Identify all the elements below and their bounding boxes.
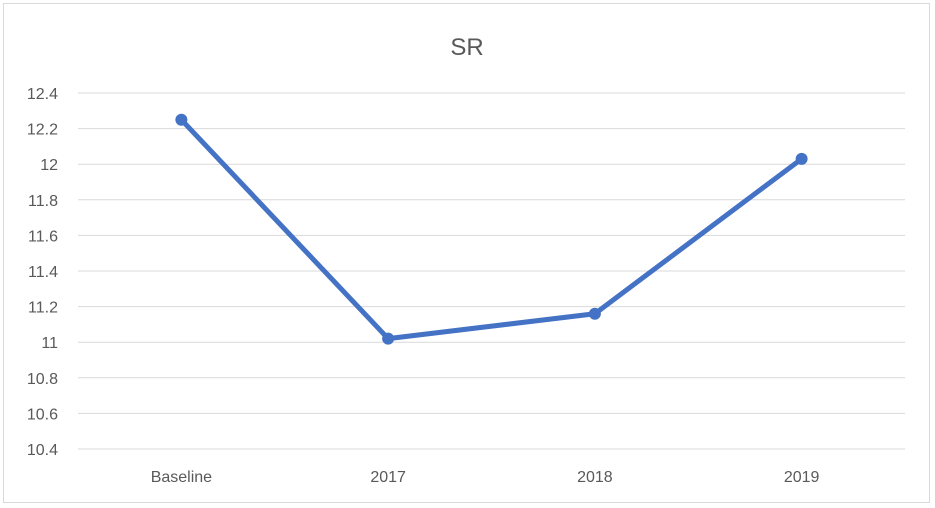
series-layer bbox=[175, 113, 808, 345]
data-point bbox=[382, 332, 395, 345]
y-tick-label: 12 bbox=[40, 157, 58, 174]
y-axis-ticks: 10.4 10.6 10.8 11 11.2 11.4 11.6 11.8 12 12.2 12.4 bbox=[27, 86, 58, 459]
x-tick-label: 2017 bbox=[370, 469, 406, 486]
data-point bbox=[175, 113, 188, 126]
gridlines bbox=[78, 92, 905, 450]
data-point bbox=[795, 152, 808, 165]
chart-frame bbox=[3, 3, 930, 503]
y-tick-label: 10.8 bbox=[27, 371, 58, 388]
y-tick-label: 11 bbox=[41, 335, 58, 352]
y-tick-label: 12.4 bbox=[27, 86, 58, 103]
y-tick-label: 11.8 bbox=[28, 193, 58, 210]
x-tick-label: 2018 bbox=[577, 469, 613, 486]
x-tick-label: 2019 bbox=[784, 469, 820, 486]
series-line bbox=[178, 117, 805, 342]
y-tick-label: 11.6 bbox=[28, 228, 58, 245]
y-tick-label: 10.6 bbox=[27, 406, 58, 423]
y-tick-label: 12.2 bbox=[27, 122, 58, 139]
y-tick-label: 11.2 bbox=[28, 300, 58, 317]
y-tick-label: 10.4 bbox=[27, 442, 58, 459]
y-tick-label: 11.4 bbox=[28, 264, 58, 281]
chart-title: SR bbox=[450, 34, 483, 61]
data-point bbox=[588, 307, 601, 320]
x-tick-label: Baseline bbox=[151, 469, 212, 486]
x-axis-ticks: Baseline 2017 2018 2019 bbox=[151, 469, 820, 486]
